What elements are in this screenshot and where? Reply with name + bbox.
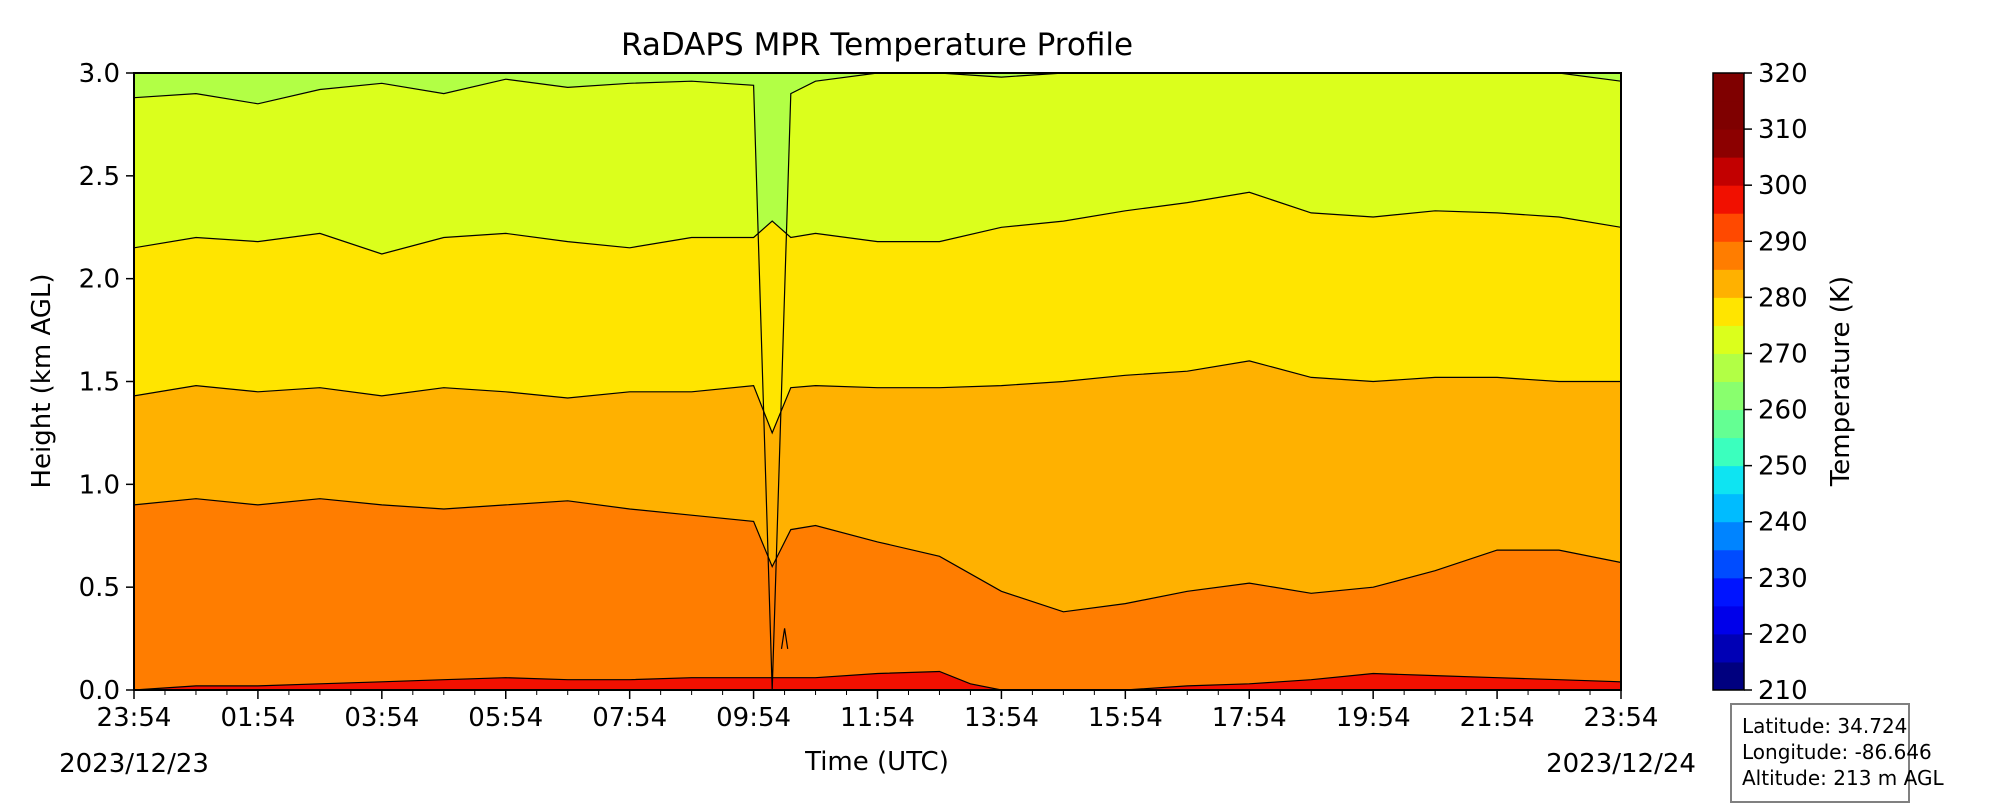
colorbar-segment [1713,521,1744,551]
latitude-text: Latitude: 34.724 [1742,714,1908,738]
plot-area [134,73,1621,690]
colorbar-segment [1713,437,1744,467]
colorbar-tick-label: 290 [1758,227,1808,257]
contour-line-275k [134,360,1621,435]
altitude-text: Altitude: 213 m AGL [1742,766,1944,790]
colorbar-tick-label: 220 [1758,620,1808,650]
colorbar-tick-label: 320 [1758,59,1808,89]
x-tick-label: 01:54 [220,703,295,733]
longitude-text: Longitude: -86.646 [1742,740,1932,764]
colorbar-segment [1713,241,1744,270]
y-axis: 0.0 0.5 1.0 1.5 2.0 2.5 3.0 [79,59,134,706]
colorbar-segment [1713,213,1744,242]
colorbar: 210 220 230 240 250 260 270 280 290 300 310 320 [1712,59,1808,706]
x-tick-label: 03:54 [344,703,419,733]
colorbar-segment [1713,577,1744,607]
colorbar-segment [1713,269,1744,298]
colorbar-segment [1713,633,1744,663]
contour-line-290k [134,670,1621,690]
station-info-box: Latitude: 34.724 Longitude: -86.646 Alti… [1730,703,1944,803]
contour-line-270k [134,191,1621,255]
colorbar-segment [1713,185,1744,214]
x-tick-label: 23:54 [1584,703,1659,733]
band-280-285 [134,498,1621,690]
colorbar-label: Temperature (K) [1826,276,1856,487]
temperature-bands [134,73,1621,690]
y-tick-label: 2.0 [79,265,120,295]
colorbar-segment [1713,661,1744,691]
y-tick-label: 3.0 [79,59,120,89]
x-start-date: 2023/12/23 [59,749,209,779]
colorbar-tick-label: 230 [1758,564,1808,594]
colorbar-tick-label: 270 [1758,339,1808,369]
x-tick-label: 17:54 [1212,703,1287,733]
x-tick-label: 07:54 [592,703,667,733]
colorbar-segment [1713,297,1744,326]
x-axis: 23:54 01:54 03:54 05:54 07:54 09:54 11:54 13:54… [97,690,1659,733]
contour-line-265k [134,73,1621,690]
colorbar-frame [1712,72,1745,691]
colorbar-segment [1713,325,1744,354]
x-tick-label: 13:54 [964,703,1039,733]
colorbar-segment [1713,409,1744,439]
band-290-295 [134,671,1621,690]
x-tick-label: 23:54 [97,703,172,733]
y-tick-label: 1.0 [79,470,120,500]
colorbar-segment [1713,605,1744,635]
x-axis-label: Time (UTC) [804,747,949,777]
x-tick-label: 09:54 [716,703,791,733]
colorbar-segment [1713,73,1744,102]
colorbar-segment [1713,101,1744,130]
x-tick-label: 05:54 [468,703,543,733]
chart-title: RaDAPS MPR Temperature Profile [621,27,1133,63]
contour-line-285k [780,628,789,649]
colorbar-segment [1713,549,1744,579]
colorbar-tick-label: 280 [1758,283,1808,313]
y-tick-label: 2.5 [79,162,120,192]
y-axis-label: Height (km AGL) [27,273,57,488]
colorbar-tick-label: 250 [1758,452,1808,482]
colorbar-tick-label: 260 [1758,396,1808,426]
colorbar-tick-label: 310 [1758,115,1808,145]
colorbar-segment [1713,353,1744,382]
y-tick-label: 0.5 [79,573,120,603]
colorbar-segment [1713,493,1744,523]
colorbar-tick-label: 300 [1758,171,1808,201]
x-tick-label: 11:54 [840,703,915,733]
contour-lines [134,73,1621,690]
colorbar-segment [1713,381,1744,411]
y-tick-label: 0.0 [79,676,120,706]
colorbar-segment [1713,157,1744,186]
x-tick-label: 15:54 [1088,703,1163,733]
y-tick-label: 1.5 [79,368,120,398]
colorbar-tick-label: 240 [1758,508,1808,538]
contour-line-280k [134,498,1621,613]
colorbar-segment [1713,129,1744,158]
x-tick-label: 19:54 [1336,703,1411,733]
x-end-date: 2023/12/24 [1546,749,1696,779]
x-tick-label: 21:54 [1460,703,1535,733]
colorbar-tick-label: 210 [1758,676,1808,706]
colorbar-segment [1713,465,1744,495]
